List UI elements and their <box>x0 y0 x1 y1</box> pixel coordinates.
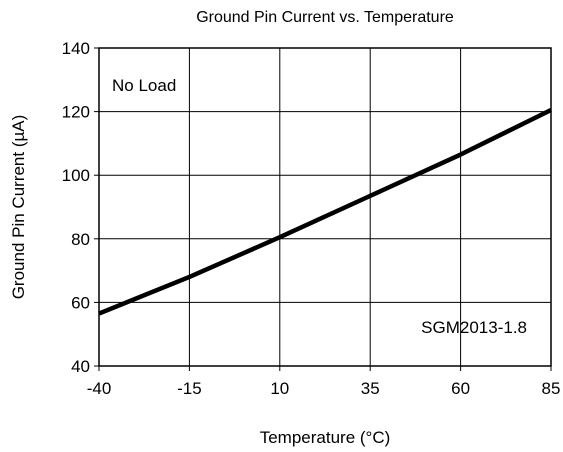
x-tick-label: 35 <box>361 379 380 398</box>
x-tick-labels: -40 -15 10 35 60 85 <box>87 379 561 398</box>
y-tick-label: 120 <box>62 103 90 122</box>
y-tick-label: 100 <box>62 166 90 185</box>
series-line-0 <box>98 107 552 316</box>
annotation-no-load: No Load <box>112 76 176 95</box>
tick-marks <box>94 47 552 371</box>
series-group <box>98 107 552 316</box>
grid <box>99 48 551 366</box>
y-tick-labels: 40 60 80 100 120 140 <box>62 39 90 376</box>
y-axis-title: Ground Pin Current (µA) <box>9 115 28 300</box>
annotation-part-number: SGM2013-1.8 <box>421 318 527 337</box>
x-tick-label: 85 <box>542 379 561 398</box>
x-tick-label: 60 <box>451 379 470 398</box>
y-tick-label: 140 <box>62 39 90 58</box>
x-tick-label: -40 <box>87 379 112 398</box>
x-tick-label: 10 <box>270 379 289 398</box>
y-tick-label: 80 <box>71 230 90 249</box>
plot-frame <box>98 47 552 367</box>
y-tick-label: 60 <box>71 293 90 312</box>
x-tick-label: -15 <box>177 379 202 398</box>
chart-title: Ground Pin Current vs. Temperature <box>196 9 454 26</box>
y-tick-label: 40 <box>71 357 90 376</box>
x-axis-title: Temperature (°C) <box>260 428 391 447</box>
